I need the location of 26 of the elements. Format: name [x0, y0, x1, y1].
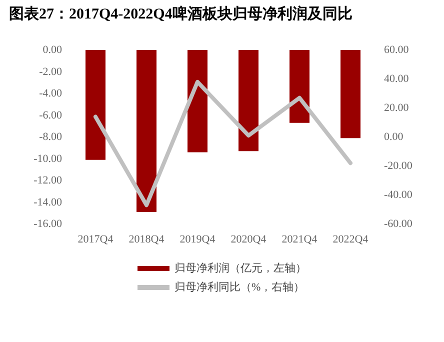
x-tick-label: 2020Q4 [230, 234, 267, 246]
y2-tick-label: 60.00 [384, 44, 410, 56]
y-tick-label: -12.00 [34, 174, 62, 186]
y2-tick-label: -20.00 [384, 160, 413, 172]
line-series [94, 80, 352, 208]
y-tick-label: -10.00 [34, 152, 62, 165]
x-tick-label: 2017Q4 [78, 234, 114, 246]
y-tick-label: -14.00 [34, 196, 62, 208]
legend-label: 归母净利同比（%，右轴） [174, 280, 305, 294]
y2-tick-label: 40.00 [384, 73, 410, 85]
chart-title: 图表27：2017Q4-2022Q4啤酒板块归母净利润及同比 [9, 4, 352, 22]
y-tick-label: -6.00 [39, 109, 62, 122]
y-tick-label: -16.00 [34, 218, 62, 230]
x-tick-label: 2021Q4 [282, 234, 318, 246]
y2-tick-label: -40.00 [384, 189, 413, 201]
y-tick-label: -2.00 [39, 66, 62, 78]
y-tick-label: -4.00 [39, 88, 62, 100]
y2-tick-label: 0.00 [384, 131, 404, 143]
y-tick-label: -8.00 [39, 131, 62, 143]
y-tick-label: 0.00 [42, 44, 62, 56]
x-tick-label: 2019Q4 [180, 234, 216, 246]
y2-tick-label: 20.00 [384, 102, 410, 114]
legend-label: 归母净利润（亿元，左轴） [174, 262, 306, 274]
y2-tick-label: -60.00 [384, 218, 413, 230]
x-tick-label: 2018Q4 [128, 234, 165, 246]
x-tick-label: 2022Q4 [332, 234, 369, 246]
